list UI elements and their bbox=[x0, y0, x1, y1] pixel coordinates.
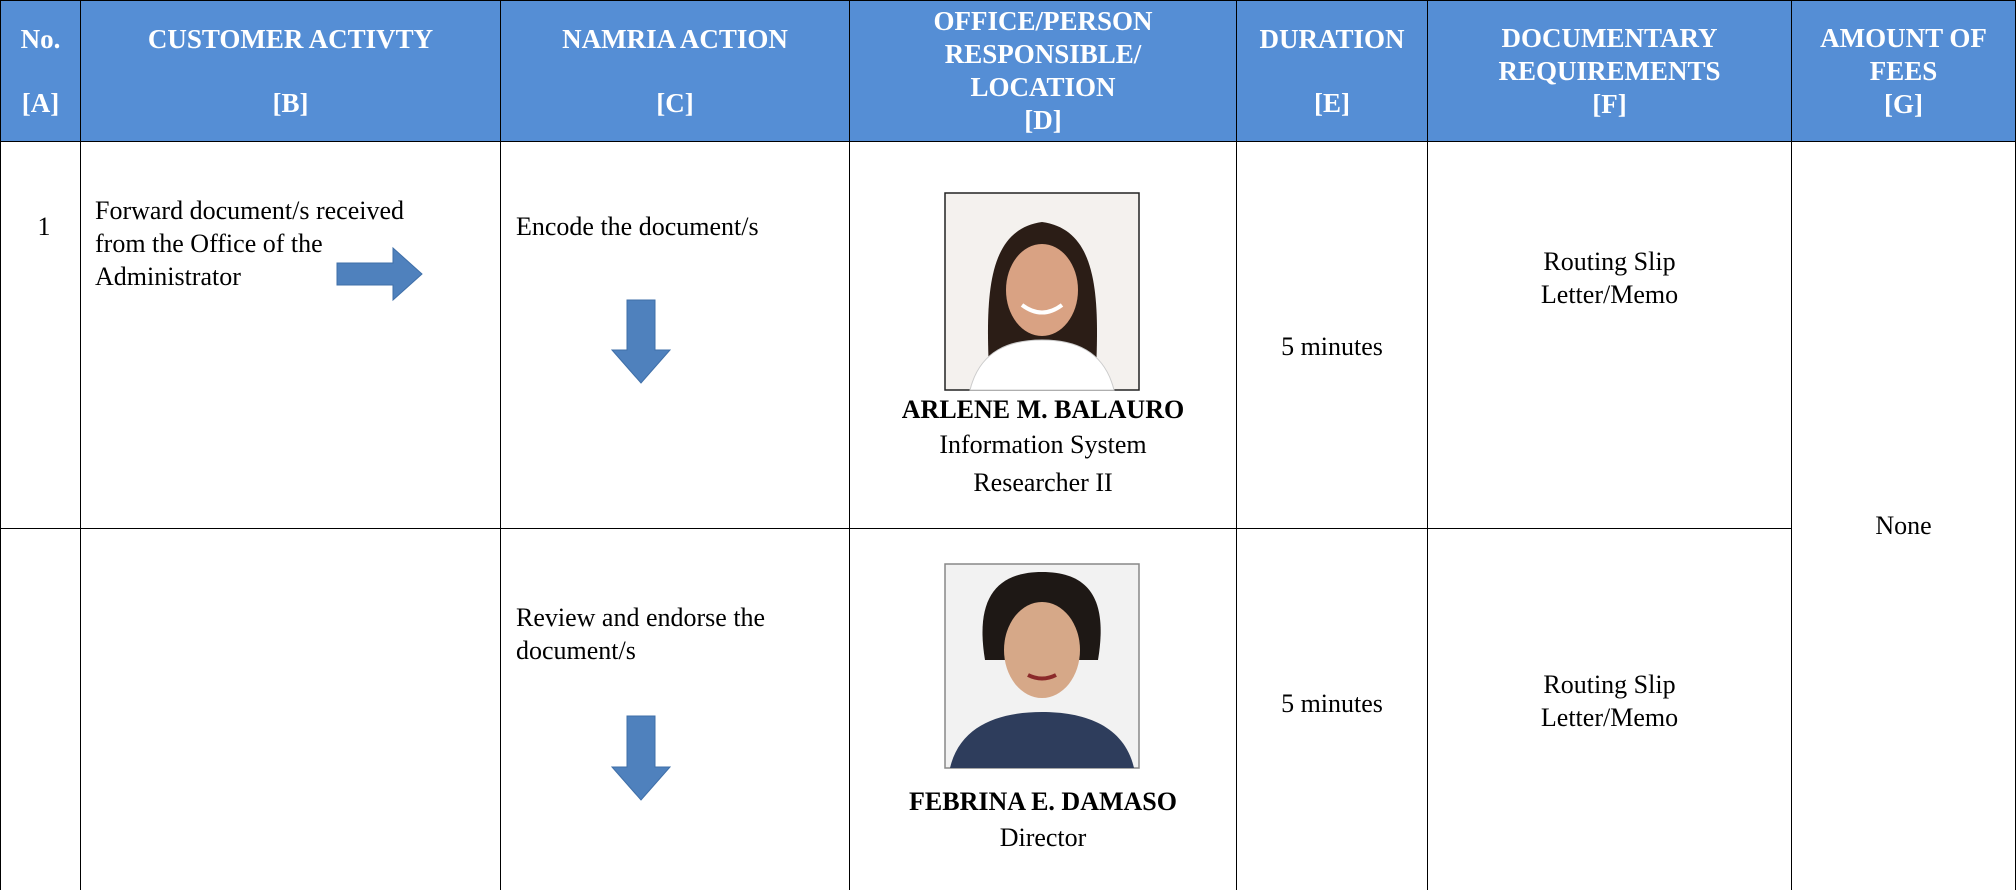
duration: 5 minutes bbox=[1281, 689, 1383, 718]
header-title: No. bbox=[20, 23, 61, 54]
cell bbox=[0, 528, 81, 890]
cell bbox=[1427, 141, 1792, 529]
cell bbox=[80, 528, 501, 890]
header-cell: DOCUMENTARY REQUIREMENTS [F] bbox=[1427, 0, 1792, 142]
customer-activity: Forward document/s received from the Off… bbox=[95, 196, 405, 291]
requirement: Routing Slip bbox=[1543, 670, 1676, 699]
header-title: NAMRIA ACTION bbox=[562, 23, 788, 54]
header-title: OFFICE/PERSON RESPONSIBLE/ LOCATION bbox=[933, 6, 1153, 102]
header-cell: OFFICE/PERSON RESPONSIBLE/ LOCATION [D] bbox=[849, 0, 1237, 142]
requirement: Routing Slip bbox=[1543, 247, 1676, 276]
header-cell: NAMRIA ACTION [C] bbox=[500, 0, 850, 142]
requirement: Letter/Memo bbox=[1540, 703, 1679, 732]
cell bbox=[0, 141, 81, 529]
header-cell: AMOUNT OF FEES [G] bbox=[1791, 0, 2016, 142]
header-code: [B] bbox=[272, 87, 309, 118]
header-code: [G] bbox=[1884, 88, 1923, 119]
header-code: [E] bbox=[1314, 87, 1350, 118]
row-number: 1 bbox=[37, 212, 51, 241]
header-cell: CUSTOMER ACTIVTY [B] bbox=[80, 0, 501, 142]
header-title: DURATION bbox=[1259, 23, 1405, 54]
person-position: Information System Researcher II bbox=[939, 430, 1147, 497]
action: Review and endorse the document/s bbox=[516, 603, 766, 665]
person-name: FEBRINA E. DAMASO bbox=[909, 787, 1177, 816]
header-code: [C] bbox=[656, 87, 694, 118]
fees: None bbox=[1875, 511, 1932, 540]
header-code: [F] bbox=[1592, 88, 1627, 119]
person-position: Director bbox=[999, 823, 1087, 852]
header-code: [A] bbox=[21, 87, 60, 118]
header-title: DOCUMENTARY REQUIREMENTS bbox=[1498, 22, 1721, 86]
header-code: [D] bbox=[1024, 105, 1062, 135]
duration: 5 minutes bbox=[1281, 332, 1383, 361]
cell bbox=[500, 141, 850, 529]
action: Encode the document/s bbox=[516, 212, 759, 241]
requirement: Letter/Memo bbox=[1540, 280, 1679, 309]
header-cell: DURATION [E] bbox=[1236, 0, 1428, 142]
cell bbox=[500, 528, 850, 890]
header-title: CUSTOMER ACTIVTY bbox=[147, 23, 434, 54]
person-name: ARLENE M. BALAURO bbox=[901, 395, 1185, 424]
header-cell: No. [A] bbox=[0, 0, 81, 142]
header-title: AMOUNT OF FEES bbox=[1820, 22, 1987, 86]
